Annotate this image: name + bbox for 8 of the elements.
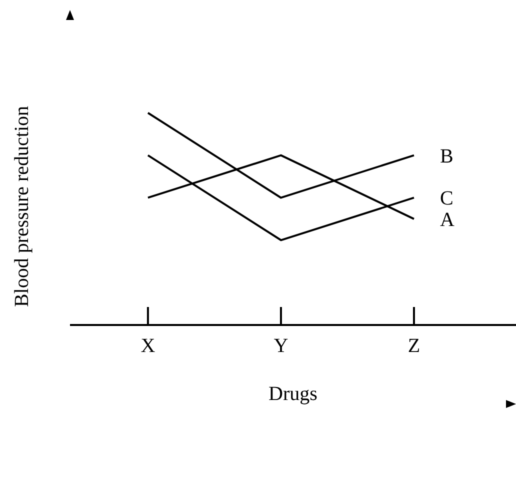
- x-tick-label: Y: [274, 335, 288, 357]
- series-label: A: [440, 208, 455, 231]
- x-tick-label: Z: [408, 335, 420, 357]
- series-label: B: [440, 145, 454, 168]
- x-tick-label: X: [140, 335, 156, 357]
- series-label: C: [440, 188, 454, 210]
- x-axis-title: Drugs: [268, 383, 318, 405]
- y-axis-title: Blood pressure reduction: [12, 105, 34, 307]
